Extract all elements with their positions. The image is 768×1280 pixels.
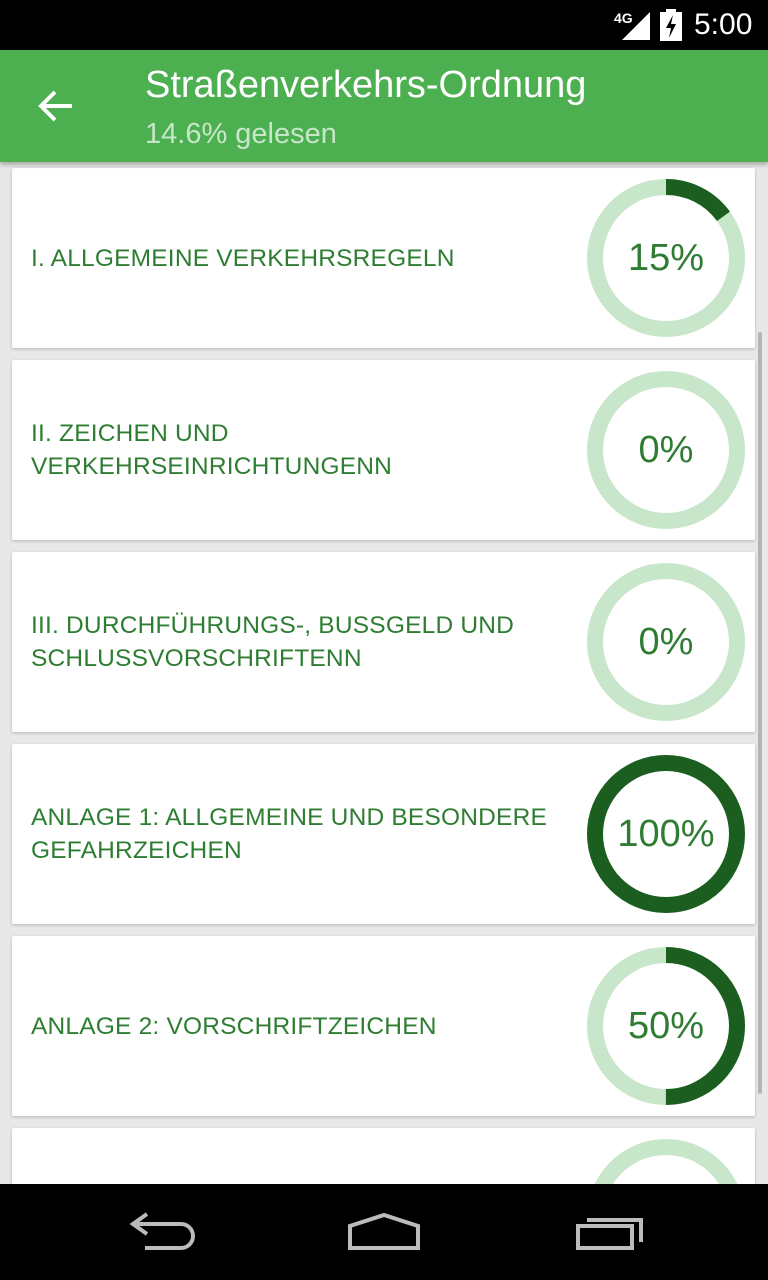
nav-back-icon [129, 1212, 195, 1250]
progress-percent [585, 1137, 747, 1184]
section-card[interactable] [12, 1128, 755, 1184]
progress-ring [587, 947, 745, 1105]
section-list[interactable]: I. ALLGEMEINE VERKEHRSREGELN 15% II. ZEI… [0, 162, 768, 1184]
battery-charging-icon [660, 9, 682, 41]
nav-recents-button[interactable] [550, 1202, 670, 1262]
progress-percent: 0% [638, 428, 694, 471]
progress-track [587, 563, 745, 721]
progress-track [587, 371, 745, 529]
progress-percent: 15% [627, 236, 705, 279]
section-card[interactable]: II. ZEICHEN UND VERKEHRSEINRICHTUNGENN 0… [12, 360, 755, 540]
section-card[interactable]: ANLAGE 1: ALLGEMEINE UND BESONDERE GEFAH… [12, 744, 755, 924]
back-button[interactable] [24, 78, 88, 134]
progress-ring [594, 1139, 738, 1184]
status-bar: 4G 5:00 [0, 0, 768, 50]
nav-home-icon [348, 1212, 420, 1250]
clock: 5:00 [694, 8, 753, 41]
progress-ring [587, 755, 745, 913]
signal-icon [622, 12, 650, 40]
progress-arc [587, 755, 745, 913]
page-title: Straßenverkehrs-Ordnung [145, 64, 587, 106]
nav-home-button[interactable] [324, 1202, 444, 1262]
section-title [31, 1128, 586, 1184]
section-card[interactable]: ANLAGE 2: VORSCHRIFTZEICHEN 50% [12, 936, 755, 1116]
section-card[interactable]: III. DURCHFÜHRUNGS-, BUSSGELD UND SCHLUS… [12, 552, 755, 732]
section-title: ANLAGE 1: ALLGEMEINE UND BESONDERE GEFAH… [31, 804, 548, 864]
section-card[interactable]: I. ALLGEMEINE VERKEHRSREGELN 15% [12, 168, 755, 348]
arrow-back-icon [38, 90, 72, 122]
progress-percent: 50% [627, 1004, 705, 1047]
section-title: II. ZEICHEN UND VERKEHRSEINRICHTUNGENN [31, 420, 393, 480]
section-title: ANLAGE 2: VORSCHRIFTZEICHEN [31, 1012, 437, 1040]
progress-arc [587, 179, 745, 337]
progress-ring [587, 371, 745, 529]
nav-recents-icon [576, 1218, 643, 1250]
progress-percent: 0% [638, 620, 694, 663]
section-title: I. ALLGEMEINE VERKEHRSREGELN [31, 244, 455, 272]
progress-ring [587, 563, 745, 721]
progress-arc [587, 947, 745, 1105]
scrollbar[interactable] [758, 332, 762, 1094]
progress-percent: 100% [617, 812, 715, 855]
app-bar: Straßenverkehrs-Ordnung 14.6% gelesen [0, 50, 768, 162]
section-title: III. DURCHFÜHRUNGS-, BUSSGELD UND SCHLUS… [31, 612, 515, 672]
progress-subtitle: 14.6% gelesen [145, 118, 337, 150]
nav-bar [0, 1184, 768, 1280]
progress-ring [587, 179, 745, 337]
nav-back-button[interactable] [100, 1202, 220, 1262]
network-type: 4G [614, 10, 633, 26]
progress-track [594, 1139, 738, 1184]
